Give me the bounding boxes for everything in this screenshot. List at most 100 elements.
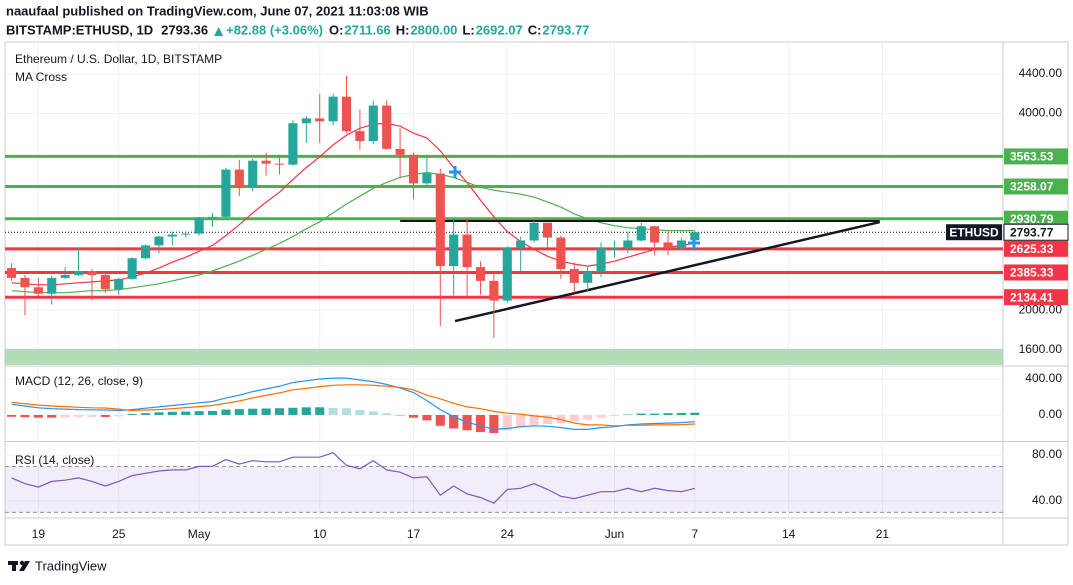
- price-change: +82.88 (+3.06%): [226, 22, 323, 37]
- candle-body: [341, 96, 352, 132]
- candle-body: [100, 274, 110, 290]
- macd-histogram-bar: [676, 412, 687, 415]
- candle-body: [676, 240, 687, 249]
- marks-layer: [7, 75, 881, 504]
- level-tag: [1004, 240, 1068, 257]
- macd-histogram-bar: [636, 413, 646, 415]
- macd-histogram-bar: [690, 412, 700, 415]
- macd-histogram-bar: [87, 414, 97, 417]
- x-tick-label: 10: [313, 527, 327, 541]
- symbol-tag-label: ETHUSD: [949, 225, 999, 239]
- up-arrow-icon: [214, 27, 224, 36]
- candle-body: [261, 160, 271, 164]
- candle-body: [502, 247, 512, 301]
- x-tick-label: 17: [407, 527, 421, 541]
- ohlc-value: 2692.07: [476, 22, 523, 37]
- level-label: 2625.33: [1010, 242, 1054, 256]
- macd-histogram-bar: [47, 414, 57, 418]
- candle-body: [569, 269, 579, 283]
- cross-marker: [449, 166, 461, 178]
- candle-body: [449, 234, 459, 267]
- x-tick-label: Jun: [605, 527, 624, 541]
- pane-title: RSI (14, close): [15, 453, 94, 467]
- x-tick-label: 24: [501, 527, 515, 541]
- candle-body: [140, 245, 151, 259]
- moving-average-line: [11, 122, 695, 286]
- macd-histogram-bar: [408, 414, 419, 418]
- labels-layer: 19 25 May 10 17 24 Jun 7 14 21 4400.00 4000.00 2000.…: [15, 52, 1069, 541]
- macd-histogram-bar: [301, 407, 311, 415]
- candle-body: [529, 222, 539, 241]
- candle-body: [154, 236, 164, 246]
- macd-histogram-bar: [248, 408, 258, 415]
- candle-body: [422, 173, 432, 184]
- candle-body: [609, 248, 620, 250]
- cross-marker: [688, 237, 700, 249]
- level-tag: [1004, 178, 1068, 195]
- last-price-label: 2793.77: [1010, 225, 1054, 239]
- candle-body: [315, 118, 325, 122]
- y-tick-label: 4000.00: [1019, 106, 1063, 120]
- macd-histogram-bar: [194, 411, 204, 415]
- candle-body: [194, 217, 204, 234]
- macd-histogram-bar: [596, 414, 606, 418]
- macd-histogram-bar: [663, 413, 673, 415]
- trend-line: [454, 220, 881, 323]
- macd-histogram-bar: [20, 414, 30, 418]
- candle-body: [73, 271, 84, 275]
- macd-histogram-bar: [288, 407, 298, 415]
- ohlc-value: 2800.00: [410, 22, 457, 37]
- ohlc-value: 2793.77: [542, 22, 589, 37]
- moving-average-line: [11, 171, 695, 294]
- ohlc-label: C:: [528, 22, 542, 37]
- level-tag: [1004, 148, 1068, 165]
- candle-body: [368, 105, 378, 141]
- candle-body: [167, 234, 177, 237]
- level-tag: [1004, 264, 1068, 281]
- candle-body: [355, 131, 365, 141]
- rsi-line: [11, 452, 696, 504]
- y-tick-label: 4400.00: [1019, 66, 1063, 80]
- ohlc-readout: O: 2711.66 H: 2800.00 L: 2692.07 C: 2793.77: [329, 22, 589, 37]
- x-tick-label: 25: [112, 527, 126, 541]
- y-tick-label: 1600.00: [1019, 342, 1063, 356]
- level-tag: [1004, 289, 1068, 306]
- candle-body: [274, 163, 285, 165]
- pane-title: Ethereum / U.S. Dollar, 1D, BITSTAMP: [15, 52, 222, 66]
- macd-histogram-bar: [140, 413, 151, 415]
- candle-body: [301, 118, 311, 124]
- candle-body: [489, 280, 499, 301]
- macd-histogram-bar: [100, 414, 110, 417]
- macd-histogram-bar: [569, 414, 579, 422]
- y-tick-label: 0.00: [1039, 407, 1063, 421]
- candle-body: [623, 240, 633, 249]
- brand: TradingView: [35, 558, 107, 573]
- level-label: 3258.07: [1010, 180, 1054, 194]
- macd-histogram-bar: [261, 408, 271, 415]
- y-tick-label: 80.00: [1032, 447, 1062, 461]
- rsi-band: [5, 466, 1003, 513]
- candle-body: [234, 169, 244, 188]
- macd-histogram-bar: [583, 414, 593, 420]
- macd-histogram-bar: [274, 408, 285, 415]
- candle-body: [114, 278, 124, 290]
- macd-histogram-bar: [422, 414, 432, 421]
- candle-body: [7, 268, 17, 278]
- macd-histogram-bar: [221, 409, 231, 415]
- y-tick-label: 400.00: [1025, 371, 1062, 385]
- ohlc-value: 2711.66: [344, 22, 390, 37]
- macd-histogram-bar: [207, 410, 218, 415]
- ohlc-label: O:: [329, 22, 343, 37]
- candle-body: [556, 237, 566, 270]
- macd-histogram-bar: [328, 407, 338, 415]
- candle-body: [462, 234, 472, 268]
- macd-histogram-bar: [382, 413, 392, 415]
- macd-histogram-bar: [114, 414, 124, 417]
- candle-body: [650, 226, 660, 243]
- candle-body: [288, 123, 298, 165]
- candle-body: [87, 271, 97, 275]
- macd-histogram-bar: [7, 414, 17, 417]
- macd-histogram-bar: [368, 411, 378, 415]
